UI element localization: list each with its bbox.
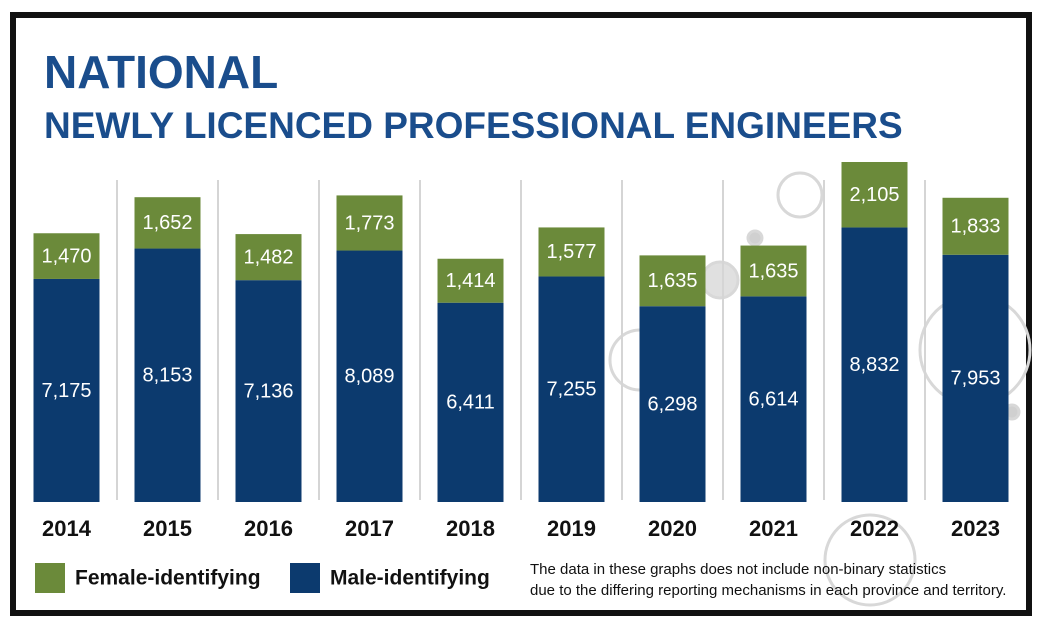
bar-segment (639, 255, 706, 307)
bar-segment (639, 306, 706, 502)
x-tick-label: 2015 (143, 516, 192, 541)
bar-segment (437, 302, 504, 502)
bar-segment (437, 258, 504, 303)
bar-segment (841, 227, 908, 502)
bar-segment (942, 197, 1009, 255)
note: due to the differing reporting mechanism… (530, 582, 1006, 599)
bar-segment (235, 280, 302, 502)
bar-segment (538, 227, 605, 277)
legend-label: Male-identifying (330, 567, 490, 590)
value-label: 7,136 (243, 380, 293, 402)
chart-title: NATIONAL (44, 46, 278, 98)
bar-segment (33, 278, 100, 502)
x-tick-label: 2018 (446, 516, 495, 541)
chart-subtitle: NEWLY LICENCED PROFESSIONAL ENGINEERS (44, 105, 903, 146)
bar-segment (134, 248, 201, 502)
bar-segment (740, 296, 807, 502)
value-label: 1,577 (546, 241, 596, 263)
bar-segment (235, 234, 302, 281)
x-tick-label: 2022 (850, 516, 899, 541)
bar-segment (538, 276, 605, 502)
value-label: 1,652 (142, 212, 192, 234)
value-label: 2,105 (849, 184, 899, 206)
bar-segment (336, 250, 403, 502)
bar-segment (942, 254, 1009, 502)
x-tick-label: 2019 (547, 516, 596, 541)
value-label: 6,298 (647, 393, 697, 415)
value-label: 1,470 (41, 245, 91, 267)
legend-label: Female-identifying (75, 567, 261, 590)
value-label: 8,089 (344, 366, 394, 388)
x-tick-label: 2023 (951, 516, 1000, 541)
value-label: 7,255 (546, 379, 596, 401)
x-tick-label: 2017 (345, 516, 394, 541)
value-label: 1,635 (748, 260, 798, 282)
value-label: 7,953 (950, 368, 1000, 390)
x-tick-label: 2014 (42, 516, 92, 541)
bar-segment (33, 233, 100, 279)
value-label: 8,832 (849, 354, 899, 376)
x-tick-label: 2016 (244, 516, 293, 541)
bar-segment (336, 195, 403, 251)
value-label: 7,175 (41, 380, 91, 402)
legend-swatch (35, 563, 65, 593)
value-label: 1,414 (445, 270, 495, 292)
bar-segment (134, 197, 201, 249)
value-label: 1,635 (647, 270, 697, 292)
x-tick-label: 2021 (749, 516, 798, 541)
value-label: 1,482 (243, 246, 293, 268)
value-label: 1,773 (344, 212, 394, 234)
x-tick-label: 2020 (648, 516, 697, 541)
legend-swatch (290, 563, 320, 593)
value-label: 6,614 (748, 388, 798, 410)
value-label: 8,153 (142, 365, 192, 387)
bar-segment (740, 245, 807, 297)
note: The data in these graphs does not includ… (530, 561, 946, 578)
bar-segment (841, 162, 908, 228)
value-label: 6,411 (446, 392, 495, 414)
value-label: 1,833 (950, 216, 1000, 238)
